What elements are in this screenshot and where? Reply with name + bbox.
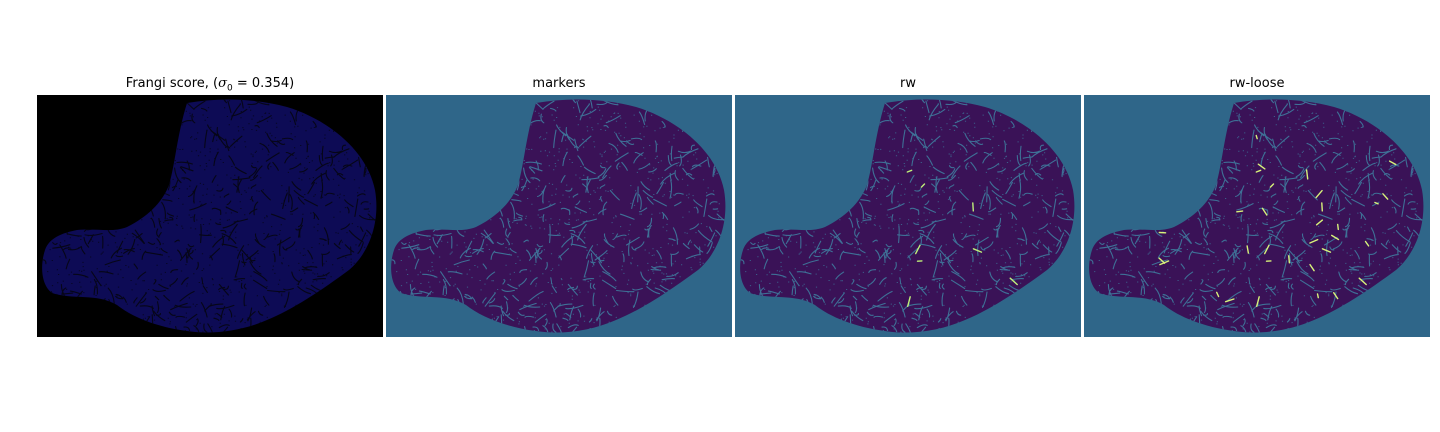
highlight-segment (1330, 234, 1340, 241)
highlight-segment (1269, 183, 1275, 188)
highlight-segment (1382, 193, 1389, 200)
panel-title-rw: rw (900, 76, 916, 91)
highlight-segment (1374, 201, 1379, 205)
highlight-segment (1388, 160, 1397, 166)
highlight-segment (1321, 248, 1332, 253)
highlight-segment (1158, 257, 1166, 264)
highlight-segment (1255, 296, 1260, 308)
panel-title-markers: markers (532, 76, 586, 91)
panel-title-frangi: Frangi score, (σ0 = 0.354) (125, 76, 295, 94)
highlight-segment (914, 244, 921, 255)
highlight-segment (1305, 169, 1309, 180)
panel-title-rw-loose: rw-loose (1229, 76, 1285, 91)
highlight-segment (1236, 210, 1244, 213)
markers-image (386, 95, 732, 337)
highlight-segment (972, 248, 983, 253)
highlight-segment (1287, 255, 1291, 264)
highlight-segment (1316, 293, 1320, 299)
panel-rw-image (735, 95, 1081, 337)
highlight-segment (1261, 207, 1268, 216)
highlight-segment (1309, 263, 1315, 272)
highlight-segment (1332, 291, 1339, 300)
highlight-segment (906, 296, 911, 308)
highlight-segment (972, 202, 975, 212)
highlight-segment (1315, 219, 1324, 226)
highlight-segment (906, 169, 913, 173)
highlight-segment (1321, 202, 1324, 212)
highlight-segment (1246, 245, 1250, 254)
highlight-segment (1309, 238, 1319, 244)
highlight-segment (1263, 244, 1270, 255)
highlight-segment (1224, 298, 1235, 303)
highlight-segment (1009, 277, 1018, 286)
panel-frangi-image (37, 95, 383, 337)
highlight-segment (1358, 277, 1367, 286)
panel-rw-loose-image (1084, 95, 1430, 337)
highlight-segment (1336, 223, 1340, 231)
frangi-image (37, 95, 383, 337)
highlight-segment (1255, 169, 1262, 173)
highlight-segment (1315, 189, 1323, 199)
highlight-segment (1215, 291, 1220, 298)
highlight-segment (1255, 134, 1258, 140)
rw-loose-image (1084, 95, 1430, 337)
highlight-segment (1364, 240, 1370, 247)
panel-markers-image (386, 95, 732, 337)
rw-image (735, 95, 1081, 337)
highlight-segment (1257, 163, 1266, 170)
highlight-segment (920, 183, 926, 188)
